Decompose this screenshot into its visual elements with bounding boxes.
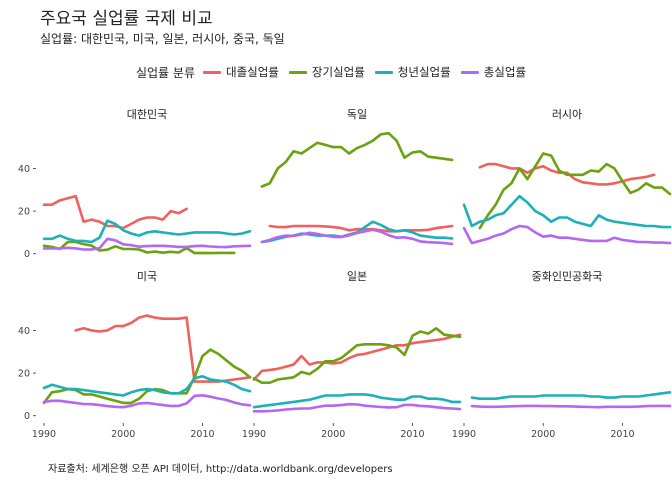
y-tick-label: 40 <box>18 326 30 337</box>
x-tick-label: 1990 <box>242 429 266 440</box>
y-tick-label: 0 <box>24 411 30 422</box>
series-line <box>42 374 252 397</box>
series-line <box>462 194 672 229</box>
legend-label: 청년실업률 <box>397 65 451 79</box>
series-line <box>478 152 672 230</box>
facet-panel: 일본 1990 2000 2010 <box>242 269 462 440</box>
series-line <box>478 162 656 186</box>
facet-label: 일본 <box>347 269 367 283</box>
legend-label: 장기실업률 <box>311 65 365 79</box>
facet-panel: 독일 <box>260 107 454 246</box>
facet-panel: 대한민국 0 20 40 <box>18 108 252 260</box>
series-line <box>252 326 462 385</box>
series-line <box>74 314 252 383</box>
x-tick-label: 1990 <box>32 429 56 440</box>
series-line <box>260 228 454 246</box>
series-line <box>252 333 462 381</box>
series-line <box>42 219 252 244</box>
legend-key <box>202 70 221 74</box>
source-caption: 자료출처: 세계은행 오픈 API 데이터, http://data.world… <box>48 464 393 475</box>
facet-label: 러시아 <box>552 108 582 121</box>
legend-key <box>460 70 479 74</box>
y-tick-label: 20 <box>18 207 30 218</box>
facet-label: 중화인민공화국 <box>532 270 603 283</box>
legend: 실업률 분류 대졸실업률 장기실업률 청년실업률 총실업률 <box>0 62 672 82</box>
facet-label: 미국 <box>137 270 157 283</box>
facet-panel: 러시아 <box>462 108 672 245</box>
legend-title: 실업률 분류 <box>135 65 195 80</box>
legend-key <box>374 70 393 74</box>
y-tick-label: 20 <box>18 369 30 380</box>
legend-item: 대졸실업률 <box>202 64 279 80</box>
series-line <box>252 402 462 413</box>
chart-title: 주요국 실업률 국제 비교 <box>40 9 213 29</box>
y-tick-label: 0 <box>24 249 30 260</box>
legend-item: 장기실업률 <box>288 64 365 80</box>
x-tick-label: 2010 <box>190 429 214 440</box>
series-line <box>470 404 672 409</box>
x-tick-label: 2010 <box>400 429 424 440</box>
series-line <box>252 393 462 409</box>
facet-label: 대한민국 <box>127 108 167 121</box>
legend-label: 대졸실업률 <box>225 65 279 79</box>
legend-item: 총실업률 <box>460 64 527 80</box>
x-tick-label: 2000 <box>531 429 555 440</box>
series-line <box>470 390 672 401</box>
facet-panel: 미국 0 20 40 1990 2000 2010 <box>18 270 252 440</box>
series-line <box>260 131 454 188</box>
x-tick-label: 2000 <box>111 429 135 440</box>
facet-panel: 중화인민공화국 1990 2000 2010 <box>452 270 672 440</box>
chart-subtitle: 실업률: 대한민국, 미국, 일본, 러시아, 중국, 독일 <box>40 32 285 46</box>
x-tick-label: 2000 <box>321 429 345 440</box>
facet-label: 독일 <box>347 107 367 121</box>
legend-key <box>288 70 307 74</box>
series-line <box>462 224 672 245</box>
x-tick-label: 1990 <box>452 429 476 440</box>
legend-label: 총실업률 <box>483 65 527 79</box>
series-line <box>42 194 188 230</box>
x-tick-label: 2010 <box>610 429 634 440</box>
legend-item: 청년실업률 <box>374 64 451 80</box>
y-tick-label: 40 <box>18 164 30 175</box>
series-line <box>42 348 252 405</box>
series-line <box>42 393 252 409</box>
series-line <box>42 237 252 251</box>
